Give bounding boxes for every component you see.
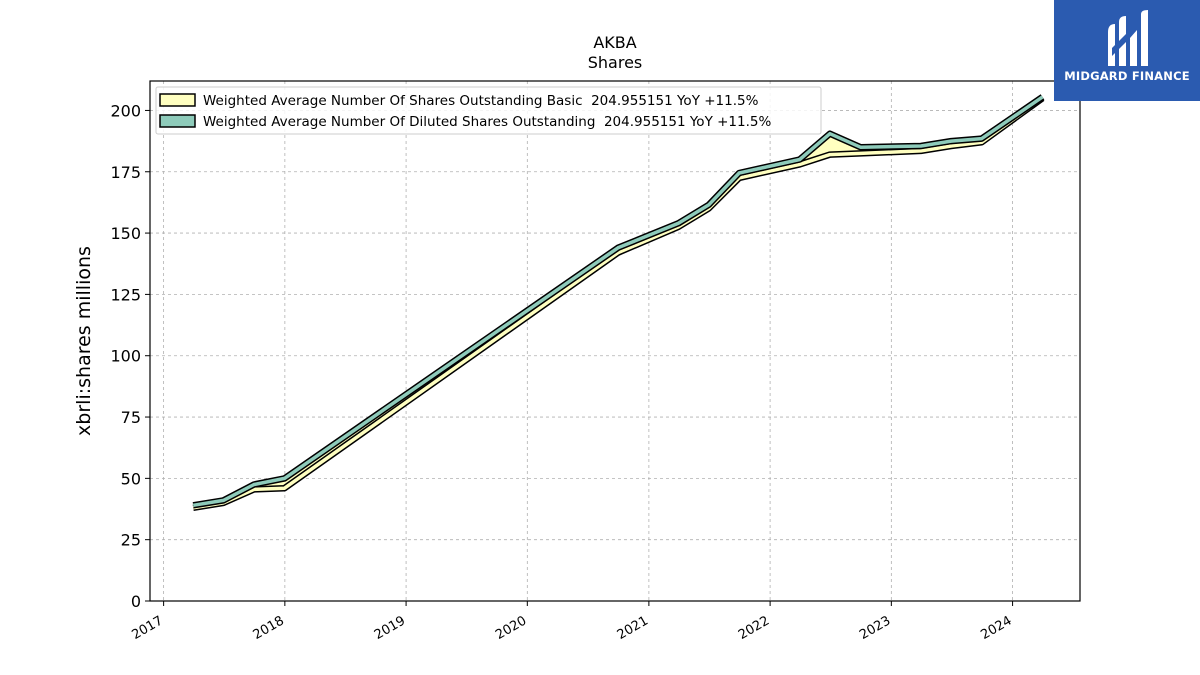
x-tick-label: 2018 [251,613,287,643]
midgard-finance-logo: MIDGARD FINANCE [1054,0,1200,101]
logo-mark-icon [1108,10,1148,66]
legend-box [155,86,822,135]
x-axis: 2017 2018 2019 2020 2021 2022 2023 2024 [129,601,1015,643]
chart-subtitle: Shares [588,53,643,72]
y-tick-label: 125 [110,285,141,304]
series-outline-1 [192,94,1045,509]
legend-swatch-basic [159,93,196,107]
x-tick-label: 2022 [736,613,772,643]
y-axis-label: xbrli:shares millions [73,246,95,436]
y-axis: 0 25 50 75 100 125 150 175 200 [110,101,150,611]
y-tick-label: 150 [110,224,141,243]
x-tick-label: 2021 [615,613,651,643]
grid-lines [150,81,1080,602]
series-line-1 [192,95,1044,508]
x-tick-label: 2020 [493,613,529,643]
series-outline-0 [192,95,1045,512]
x-tick-label: 2023 [857,613,893,643]
basic-diluted-band [193,96,1043,508]
logo-text: MIDGARD FINANCE [1064,69,1190,83]
y-tick-label: 50 [121,469,141,488]
y-tick-label: 175 [110,163,141,182]
legend-label-basic: Weighted Average Number Of Shares Outsta… [203,93,759,109]
chart-title: AKBA [593,33,636,52]
legend: Weighted Average Number Of Shares Outsta… [155,86,822,135]
y-tick-label: 0 [131,592,141,611]
plot-frame [149,80,1081,602]
series-layer [192,94,1045,512]
series-line-0 [192,96,1044,510]
y-tick-label: 25 [121,531,141,550]
y-tick-label: 100 [110,347,141,366]
series-edge-basic [193,97,1043,509]
legend-label-diluted: Weighted Average Number Of Diluted Share… [203,114,771,130]
y-tick-label: 75 [121,408,141,427]
x-tick-label: 2019 [372,613,408,643]
legend-swatch-diluted [159,114,196,128]
x-tick-label: 2017 [129,613,165,643]
y-tick-label: 200 [110,101,141,120]
x-tick-label: 2024 [978,613,1014,643]
